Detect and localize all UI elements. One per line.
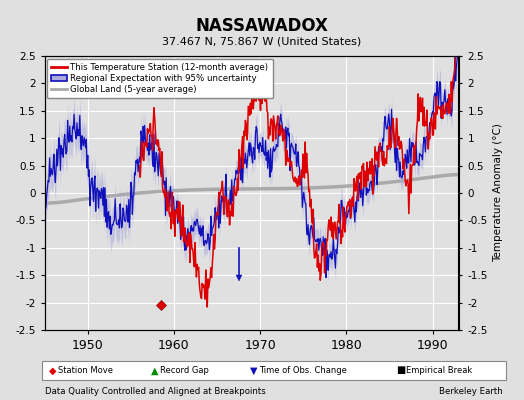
Text: ▼: ▼ xyxy=(250,366,258,375)
Text: 37.467 N, 75.867 W (United States): 37.467 N, 75.867 W (United States) xyxy=(162,37,362,47)
Text: Time of Obs. Change: Time of Obs. Change xyxy=(259,366,347,375)
Legend: This Temperature Station (12-month average), Regional Expectation with 95% uncer: This Temperature Station (12-month avera… xyxy=(47,58,272,98)
Text: Record Gap: Record Gap xyxy=(160,366,209,375)
Text: Station Move: Station Move xyxy=(58,366,113,375)
Text: ▲: ▲ xyxy=(151,366,158,375)
Y-axis label: Temperature Anomaly (°C): Temperature Anomaly (°C) xyxy=(494,124,504,262)
Text: Berkeley Earth: Berkeley Earth xyxy=(439,387,503,396)
Text: NASSAWADOX: NASSAWADOX xyxy=(195,17,329,35)
Text: ■: ■ xyxy=(396,366,406,375)
Text: ◆: ◆ xyxy=(49,366,56,375)
Text: Data Quality Controlled and Aligned at Breakpoints: Data Quality Controlled and Aligned at B… xyxy=(45,387,265,396)
Text: Empirical Break: Empirical Break xyxy=(406,366,472,375)
